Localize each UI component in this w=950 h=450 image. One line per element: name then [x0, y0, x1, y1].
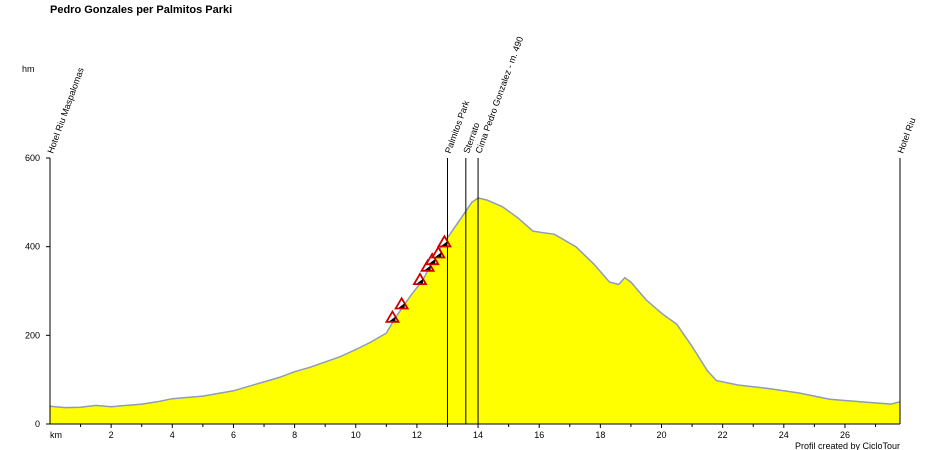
x-tick-label: 20	[657, 430, 667, 440]
y-tick-label: 0	[35, 419, 40, 429]
waypoint-label: Hotel Riu	[895, 116, 917, 154]
x-tick-label: 4	[170, 430, 175, 440]
climb-marker-slope-icon	[398, 303, 405, 308]
x-tick-label: 2	[109, 430, 114, 440]
x-tick-label: 16	[534, 430, 544, 440]
x-tick-label: 6	[231, 430, 236, 440]
x-tick-label: 10	[351, 430, 361, 440]
elevation-area	[50, 197, 900, 424]
x-tick-label: 22	[718, 430, 728, 440]
waypoint-label: Hotel Riu Maspalomas	[45, 66, 86, 155]
climb-marker-slope-icon	[435, 252, 442, 257]
climb-marker-slope-icon	[429, 258, 436, 264]
climb-marker-slope-icon	[424, 265, 431, 271]
chart-title: Pedro Gonzales per Palmitos Parki	[50, 4, 232, 16]
x-tick-label: 14	[473, 430, 483, 440]
x-tick-label: 26	[840, 430, 850, 440]
x-tick-label: 18	[595, 430, 605, 440]
waypoint-label: Cima Pedro Gonzalez - m. 490	[474, 35, 526, 155]
x-tick-label: 8	[292, 430, 297, 440]
x-axis-unit-label: km	[50, 430, 62, 440]
x-tick-label: 12	[412, 430, 422, 440]
credit-text: Profil created by CicloTour	[795, 441, 900, 450]
elevation-line	[49, 197, 901, 409]
y-tick-label: 200	[25, 330, 40, 340]
y-tick-label: 400	[25, 242, 40, 252]
y-tick-label: 600	[25, 153, 40, 163]
climb-marker-slope-icon	[441, 241, 448, 246]
climb-marker-slope-icon	[416, 278, 423, 284]
y-axis-unit-label: hm	[22, 64, 35, 74]
x-tick-label: 24	[779, 430, 789, 440]
climb-marker-slope-icon	[389, 316, 396, 322]
